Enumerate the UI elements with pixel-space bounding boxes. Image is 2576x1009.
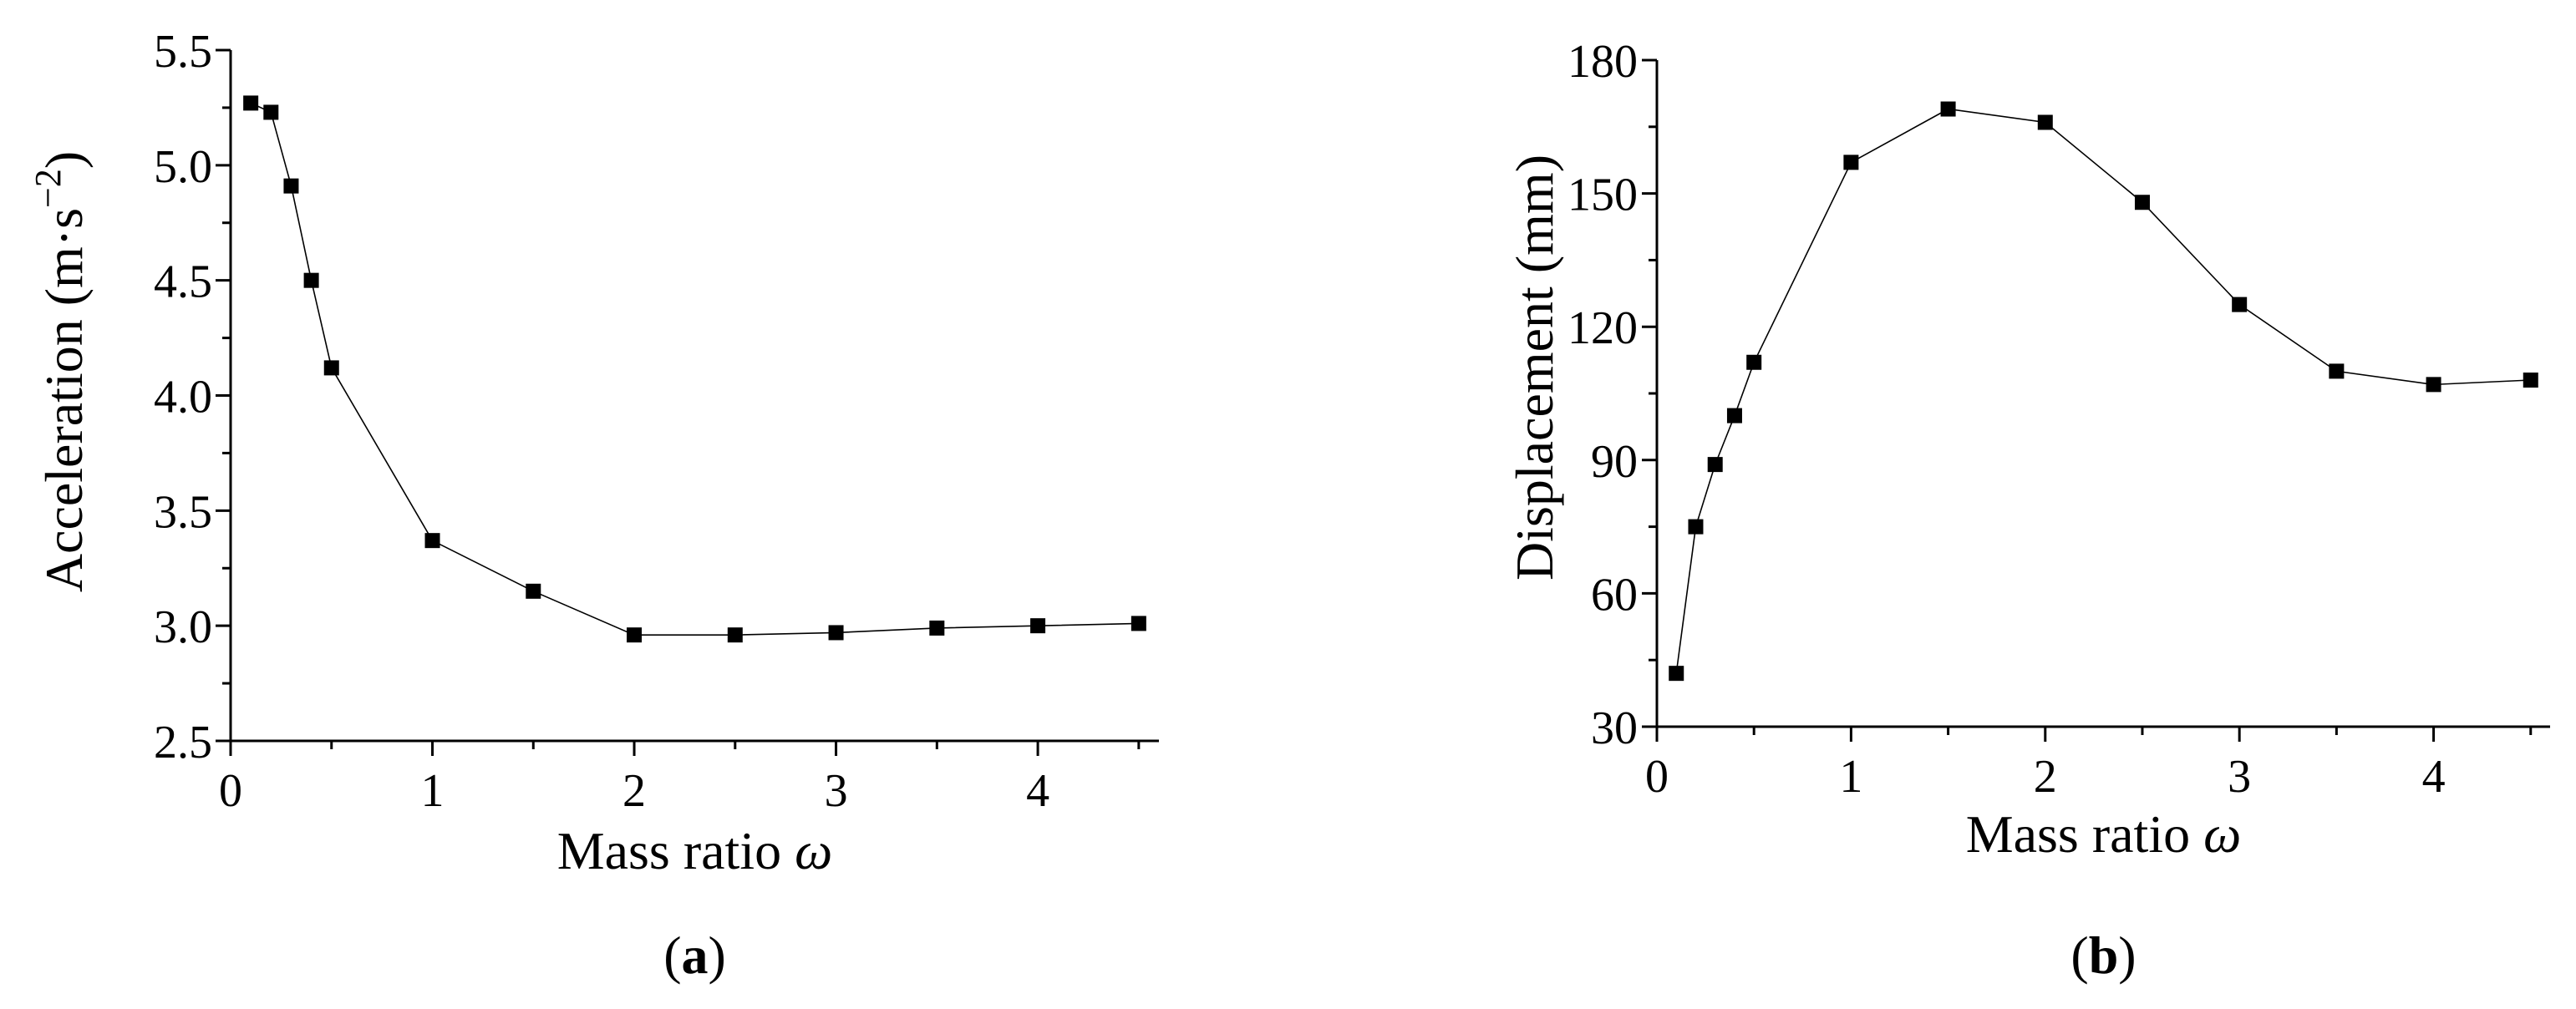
panel-label-close: ) (2118, 925, 2136, 985)
series-line (250, 102, 1139, 636)
y-tick-label: 120 (1567, 302, 1638, 354)
y-axis-title: Acceleration (m·s−2) (28, 151, 94, 592)
x-axis-title: Mass ratio ω (557, 821, 833, 880)
panel-label-letter: b (2089, 925, 2119, 985)
x-axis-title-text: Mass ratio (557, 821, 795, 880)
y-tick-label: 5.0 (154, 141, 212, 193)
y-tick-label: 2.5 (154, 717, 212, 768)
panel-label: (b) (2070, 925, 2136, 985)
data-point (2134, 195, 2150, 210)
data-point (1940, 101, 1956, 117)
chart-panel-b: 0 1 2 3 4 30 60 90 120 150 180 Mass ratio ω Displace… (1505, 36, 2550, 985)
y-tick-label: 4.5 (154, 256, 212, 308)
x-tick-label: 2 (622, 765, 646, 817)
panel-label-open: ( (2070, 925, 2088, 985)
data-point (1130, 616, 1146, 631)
data-point (526, 583, 541, 599)
y-tick-label: 5.5 (154, 26, 212, 78)
panel-label-close: ) (709, 925, 726, 985)
data-point (1669, 666, 1684, 682)
x-tick-label: 4 (2422, 751, 2446, 803)
data-point (1726, 408, 1742, 423)
x-tick-label: 3 (2228, 751, 2251, 803)
y-axis-title-text: Acceleration (m·s (34, 208, 94, 592)
data-point (727, 627, 743, 643)
chart-panel-a: 0 1 2 3 4 2.5 3.0 3.5 4.0 4.5 5.0 5.5 Mass ratio ω Ac… (28, 26, 1159, 985)
y-axis-title-exponent: −2 (28, 169, 69, 208)
x-tick-label: 1 (1839, 751, 1862, 803)
data-point (243, 95, 259, 111)
data-point (929, 620, 945, 636)
x-axis-title-text: Mass ratio (1966, 804, 2203, 864)
y-tick-label: 3.0 (154, 601, 212, 653)
series-line (1675, 108, 2531, 674)
x-tick-label: 1 (421, 765, 445, 817)
y-tick-label: 150 (1567, 170, 1638, 221)
data-point (303, 272, 319, 288)
data-point (2523, 373, 2538, 388)
data-point (323, 360, 339, 376)
x-tick-label: 0 (219, 765, 242, 817)
x-tick-label: 3 (825, 765, 848, 817)
panel-label-letter: a (682, 925, 709, 985)
data-point (1843, 155, 1859, 170)
data-point (1746, 354, 1762, 370)
data-point (1688, 519, 1704, 535)
data-point (627, 627, 643, 643)
data-point (263, 104, 279, 120)
x-tick-label: 2 (2034, 751, 2057, 803)
data-point (2037, 114, 2053, 130)
data-point (1707, 457, 1723, 473)
data-point (1030, 618, 1046, 634)
data-point (2329, 363, 2345, 379)
panel-label-open: ( (663, 925, 681, 985)
x-axis-title: Mass ratio ω (1966, 804, 2242, 864)
y-tick-label: 90 (1591, 436, 1638, 488)
y-tick-label: 30 (1591, 702, 1638, 754)
data-point (2426, 377, 2441, 393)
y-axis-title: Displacement (mm) (1505, 155, 1564, 581)
x-tick-label: 4 (1026, 765, 1049, 817)
y-axis-title-text: Displacement (mm) (1505, 155, 1564, 581)
data-point (283, 178, 299, 194)
data-point (2232, 297, 2248, 312)
y-tick-label: 3.5 (154, 486, 212, 538)
y-tick-label: 60 (1591, 569, 1638, 621)
y-tick-label: 4.0 (154, 372, 212, 423)
y-tick-label: 180 (1567, 36, 1638, 88)
x-tick-label: 0 (1645, 751, 1669, 803)
y-axis-title-end: ) (34, 151, 94, 169)
x-axis-title-symbol: ω (795, 821, 832, 880)
panel-label: (a) (663, 925, 726, 985)
x-axis-title-symbol: ω (2203, 804, 2241, 864)
data-point (828, 625, 844, 641)
data-point (424, 533, 440, 549)
